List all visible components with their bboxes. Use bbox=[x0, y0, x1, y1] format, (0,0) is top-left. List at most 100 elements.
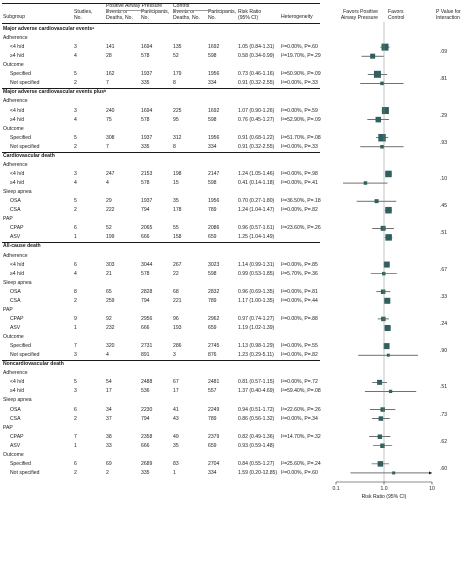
cell-studies: 5 bbox=[74, 379, 77, 386]
cell-control-participants: 3023 bbox=[208, 261, 220, 268]
cell-studies: 2 bbox=[74, 297, 77, 304]
cell-pap-events: 4 bbox=[106, 180, 109, 187]
header-favors-pap: Favors Positive Airway Pressure bbox=[340, 9, 378, 21]
cell-control-participants: 2704 bbox=[208, 460, 220, 467]
cell-pap-events: 54 bbox=[106, 379, 112, 386]
section-title: Noncardiovascular death bbox=[3, 361, 64, 368]
cell-risk-ratio: 1.07 (0.90-1.26) bbox=[238, 107, 275, 114]
cell-pap-events: 92 bbox=[106, 315, 112, 322]
cell-pap-events: 52 bbox=[106, 225, 112, 232]
p-interaction-value: .10 bbox=[440, 176, 448, 183]
cell-control-participants: 2745 bbox=[208, 343, 220, 350]
point-estimate-marker bbox=[375, 116, 382, 123]
cell-control-participants: 789 bbox=[208, 207, 217, 214]
cell-pap-events: 17 bbox=[106, 388, 112, 395]
cell-studies: 3 bbox=[74, 170, 77, 177]
cell-risk-ratio: 0.76 (0.45-1.27) bbox=[238, 116, 275, 123]
row-label: <4 h/d bbox=[10, 107, 25, 114]
cell-control-participants: 2249 bbox=[208, 406, 220, 413]
cell-heterogeneity: I²=25.60%, P=.24 bbox=[281, 460, 321, 467]
cell-control-participants: 598 bbox=[208, 270, 217, 277]
p-interaction-value: .81 bbox=[440, 76, 448, 83]
cell-control-participants: 598 bbox=[208, 116, 217, 123]
cell-control-events: 178 bbox=[173, 207, 182, 214]
cell-control-participants: 789 bbox=[208, 415, 217, 422]
cell-studies: 9 bbox=[74, 315, 77, 322]
point-estimate-marker bbox=[381, 43, 389, 51]
row-label: Not specified bbox=[10, 143, 40, 150]
point-estimate-marker bbox=[378, 133, 386, 142]
cell-control-participants: 1692 bbox=[208, 107, 220, 114]
cell-risk-ratio: 0.96 (0.57-1.61) bbox=[238, 225, 275, 232]
cell-risk-ratio: 1.59 (0.20-12.85) bbox=[238, 469, 278, 476]
p-interaction-value: .51 bbox=[440, 230, 448, 237]
cell-pap-participants: 578 bbox=[141, 53, 150, 60]
group-label: Outcome bbox=[3, 451, 24, 458]
cell-control-events: 135 bbox=[173, 44, 182, 51]
cell-risk-ratio: 0.84 (0.55-1.27) bbox=[238, 460, 275, 467]
cell-risk-ratio: 1.37 (0.40-4.69) bbox=[238, 388, 275, 395]
cell-control-participants: 598 bbox=[208, 180, 217, 187]
row-label: ≥4 h/d bbox=[10, 180, 25, 187]
section-rule bbox=[2, 242, 320, 244]
cell-control-participants: 2832 bbox=[208, 288, 220, 295]
point-estimate-marker bbox=[377, 434, 383, 439]
cell-risk-ratio: 0.91 (0.32-2.55) bbox=[238, 80, 275, 87]
cell-pap-events: 199 bbox=[106, 234, 115, 241]
cell-heterogeneity: I²=36.50%, P=.18 bbox=[281, 198, 321, 205]
cell-risk-ratio: 1.13 (0.98-1.29) bbox=[238, 343, 275, 350]
point-estimate-marker bbox=[370, 53, 376, 59]
p-interaction-value: .62 bbox=[440, 438, 448, 445]
cell-studies: 7 bbox=[74, 343, 77, 350]
cell-control-events: 267 bbox=[173, 261, 182, 268]
cell-control-events: 225 bbox=[173, 107, 182, 114]
cell-studies: 3 bbox=[74, 388, 77, 395]
cell-control-participants: 2481 bbox=[208, 379, 220, 386]
group-label: Adherence bbox=[3, 252, 28, 259]
cell-control-events: 55 bbox=[173, 225, 179, 232]
cell-pap-participants: 2153 bbox=[141, 170, 153, 177]
p-interaction-value: .29 bbox=[440, 112, 448, 119]
cell-control-events: 67 bbox=[173, 379, 179, 386]
cell-risk-ratio: 0.91 (0.68-1.22) bbox=[238, 134, 275, 141]
cell-pap-events: 38 bbox=[106, 433, 112, 440]
row-label: <4 h/d bbox=[10, 44, 25, 51]
row-label: OSA bbox=[10, 406, 21, 413]
row-label: CPAP bbox=[10, 433, 24, 440]
point-estimate-marker bbox=[384, 324, 391, 331]
point-estimate-marker bbox=[386, 353, 390, 357]
header-control-group: Control bbox=[173, 3, 190, 9]
cell-control-participants: 2962 bbox=[208, 315, 220, 322]
cell-pap-events: 240 bbox=[106, 107, 115, 114]
cell-control-participants: 2379 bbox=[208, 433, 220, 440]
cell-pap-events: 141 bbox=[106, 44, 115, 51]
cell-risk-ratio: 1.19 (1.02-1.39) bbox=[238, 324, 275, 331]
cell-control-participants: 1956 bbox=[208, 71, 220, 78]
header-risk-ratio: Risk Ratio (95% CI) bbox=[238, 9, 262, 21]
row-label: <4 h/d bbox=[10, 170, 25, 177]
cell-pap-participants: 794 bbox=[141, 415, 150, 422]
cell-control-participants: 334 bbox=[208, 469, 217, 476]
cell-heterogeneity: I²=51.70%, P=.08 bbox=[281, 134, 321, 141]
section-title: Major adverse cardiovascular events plus… bbox=[3, 89, 107, 96]
point-estimate-marker bbox=[363, 181, 368, 185]
cell-pap-events: 232 bbox=[106, 324, 115, 331]
cell-pap-participants: 666 bbox=[141, 442, 150, 449]
cell-risk-ratio: 1.24 (1.04-1.47) bbox=[238, 207, 275, 214]
point-estimate-marker bbox=[388, 389, 393, 394]
cell-pap-events: 69 bbox=[106, 460, 112, 467]
cell-studies: 2 bbox=[74, 80, 77, 87]
point-estimate-marker bbox=[380, 145, 384, 149]
cell-heterogeneity: I²=0.00%, P=.81 bbox=[281, 288, 318, 295]
cell-control-participants: 876 bbox=[208, 352, 217, 359]
group-label: Adherence bbox=[3, 161, 28, 168]
cell-pap-participants: 2956 bbox=[141, 315, 153, 322]
point-estimate-marker bbox=[385, 234, 392, 241]
cell-studies: 2 bbox=[74, 207, 77, 214]
cell-control-events: 8 bbox=[173, 80, 176, 87]
point-estimate-marker bbox=[381, 316, 386, 322]
p-interaction-value: .51 bbox=[440, 384, 448, 391]
row-label: CSA bbox=[10, 297, 21, 304]
cell-control-events: 43 bbox=[173, 415, 179, 422]
